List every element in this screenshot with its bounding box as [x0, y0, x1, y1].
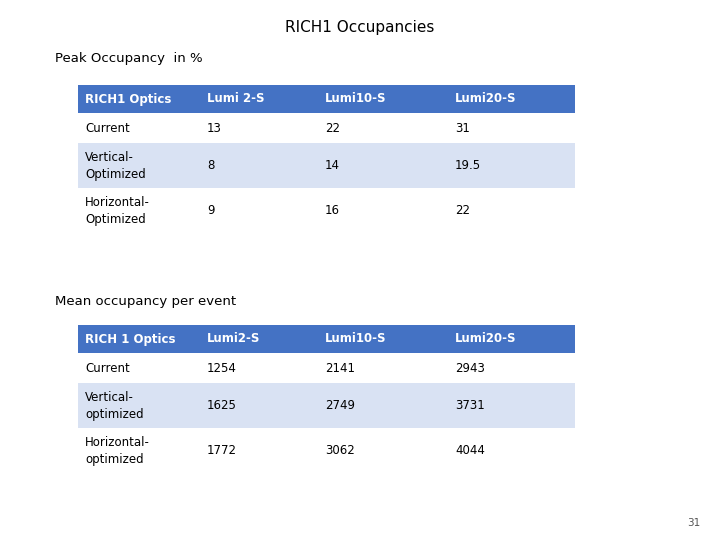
- Text: 2141: 2141: [325, 361, 355, 375]
- Text: 13: 13: [207, 122, 222, 134]
- Text: Vertical-
optimized: Vertical- optimized: [85, 391, 143, 421]
- Bar: [448, 143, 575, 188]
- Text: Lumi20-S: Lumi20-S: [455, 92, 516, 105]
- Text: 2749: 2749: [325, 399, 355, 412]
- Text: RICH 1 Optics: RICH 1 Optics: [85, 333, 176, 346]
- Bar: [448, 353, 575, 383]
- Bar: [318, 353, 448, 383]
- Text: 19.5: 19.5: [455, 159, 481, 172]
- Bar: [448, 383, 575, 428]
- Text: Lumi20-S: Lumi20-S: [455, 333, 516, 346]
- Text: 3731: 3731: [455, 399, 485, 412]
- Text: 16: 16: [325, 204, 340, 217]
- Bar: [318, 85, 448, 113]
- Text: Current: Current: [85, 361, 130, 375]
- Text: 2943: 2943: [455, 361, 485, 375]
- Bar: [448, 85, 575, 113]
- Text: Current: Current: [85, 122, 130, 134]
- Text: 14: 14: [325, 159, 340, 172]
- Bar: [318, 188, 448, 233]
- Text: Vertical-
Optimized: Vertical- Optimized: [85, 151, 145, 181]
- Text: Lumi10-S: Lumi10-S: [325, 333, 387, 346]
- Text: 3062: 3062: [325, 444, 355, 457]
- Bar: [448, 325, 575, 353]
- Text: Peak Occupancy  in %: Peak Occupancy in %: [55, 52, 202, 65]
- Text: RICH1 Occupancies: RICH1 Occupancies: [285, 20, 435, 35]
- Text: RICH1 Optics: RICH1 Optics: [85, 92, 171, 105]
- Bar: [78, 428, 200, 473]
- Bar: [78, 383, 200, 428]
- Bar: [78, 325, 200, 353]
- Text: 4044: 4044: [455, 444, 485, 457]
- Text: Lumi10-S: Lumi10-S: [325, 92, 387, 105]
- Bar: [318, 113, 448, 143]
- Bar: [200, 383, 318, 428]
- Bar: [448, 188, 575, 233]
- Bar: [200, 113, 318, 143]
- Text: 8: 8: [207, 159, 215, 172]
- Text: 1254: 1254: [207, 361, 237, 375]
- Text: Horizontal-
optimized: Horizontal- optimized: [85, 436, 150, 466]
- Text: 31: 31: [455, 122, 470, 134]
- Text: Lumi2-S: Lumi2-S: [207, 333, 261, 346]
- Text: Lumi 2-S: Lumi 2-S: [207, 92, 264, 105]
- Text: 22: 22: [455, 204, 470, 217]
- Bar: [78, 113, 200, 143]
- Text: 1772: 1772: [207, 444, 237, 457]
- Text: 31: 31: [687, 518, 700, 528]
- Bar: [200, 188, 318, 233]
- Text: 1625: 1625: [207, 399, 237, 412]
- Bar: [78, 353, 200, 383]
- Text: 9: 9: [207, 204, 215, 217]
- Bar: [318, 143, 448, 188]
- Text: Horizontal-
Optimized: Horizontal- Optimized: [85, 196, 150, 226]
- Bar: [78, 85, 200, 113]
- Bar: [200, 85, 318, 113]
- Bar: [448, 428, 575, 473]
- Bar: [318, 383, 448, 428]
- Bar: [318, 325, 448, 353]
- Bar: [78, 188, 200, 233]
- Bar: [200, 428, 318, 473]
- Bar: [200, 325, 318, 353]
- Text: Mean occupancy per event: Mean occupancy per event: [55, 295, 236, 308]
- Bar: [318, 428, 448, 473]
- Bar: [200, 353, 318, 383]
- Bar: [78, 143, 200, 188]
- Bar: [448, 113, 575, 143]
- Text: 22: 22: [325, 122, 340, 134]
- Bar: [200, 143, 318, 188]
